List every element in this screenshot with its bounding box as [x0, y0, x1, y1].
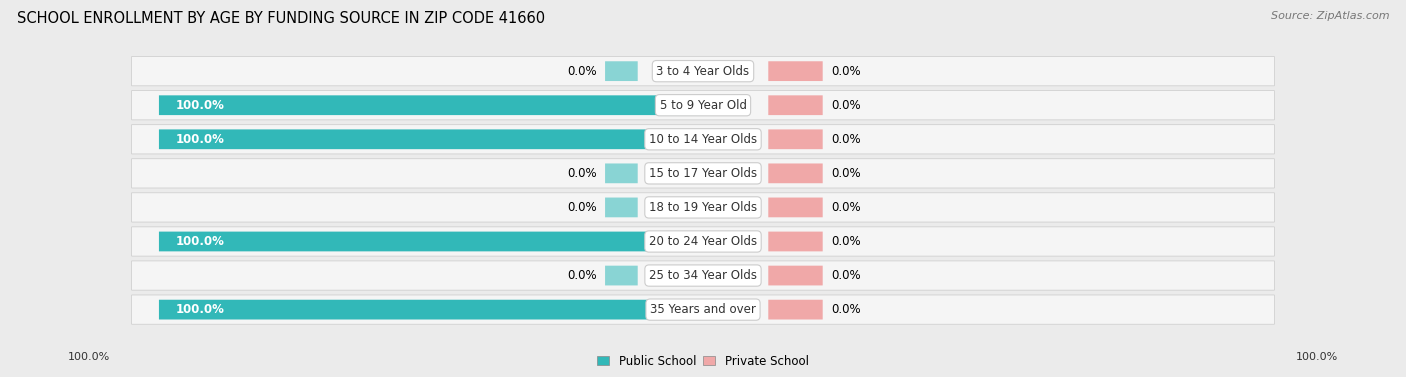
- Text: 18 to 19 Year Olds: 18 to 19 Year Olds: [650, 201, 756, 214]
- FancyBboxPatch shape: [768, 95, 823, 115]
- FancyBboxPatch shape: [768, 231, 823, 251]
- FancyBboxPatch shape: [132, 261, 1274, 290]
- FancyBboxPatch shape: [132, 159, 1274, 188]
- Text: 0.0%: 0.0%: [831, 201, 860, 214]
- Text: Source: ZipAtlas.com: Source: ZipAtlas.com: [1271, 11, 1389, 21]
- FancyBboxPatch shape: [159, 129, 703, 149]
- Text: 20 to 24 Year Olds: 20 to 24 Year Olds: [650, 235, 756, 248]
- Text: 35 Years and over: 35 Years and over: [650, 303, 756, 316]
- Text: 0.0%: 0.0%: [567, 269, 598, 282]
- Text: 0.0%: 0.0%: [831, 99, 860, 112]
- Text: 0.0%: 0.0%: [567, 64, 598, 78]
- FancyBboxPatch shape: [768, 198, 823, 217]
- FancyBboxPatch shape: [605, 198, 638, 217]
- Text: 0.0%: 0.0%: [831, 269, 860, 282]
- FancyBboxPatch shape: [159, 231, 703, 251]
- Text: 0.0%: 0.0%: [831, 167, 860, 180]
- Text: 0.0%: 0.0%: [831, 64, 860, 78]
- Text: 15 to 17 Year Olds: 15 to 17 Year Olds: [650, 167, 756, 180]
- Text: 0.0%: 0.0%: [831, 133, 860, 146]
- FancyBboxPatch shape: [605, 61, 638, 81]
- Text: 100.0%: 100.0%: [176, 235, 224, 248]
- Text: 0.0%: 0.0%: [567, 167, 598, 180]
- FancyBboxPatch shape: [605, 164, 638, 183]
- FancyBboxPatch shape: [159, 300, 703, 319]
- Text: 0.0%: 0.0%: [567, 201, 598, 214]
- Text: SCHOOL ENROLLMENT BY AGE BY FUNDING SOURCE IN ZIP CODE 41660: SCHOOL ENROLLMENT BY AGE BY FUNDING SOUR…: [17, 11, 546, 26]
- FancyBboxPatch shape: [768, 164, 823, 183]
- Text: 5 to 9 Year Old: 5 to 9 Year Old: [659, 99, 747, 112]
- Text: 100.0%: 100.0%: [176, 303, 224, 316]
- Text: 3 to 4 Year Olds: 3 to 4 Year Olds: [657, 64, 749, 78]
- FancyBboxPatch shape: [132, 227, 1274, 256]
- Text: 25 to 34 Year Olds: 25 to 34 Year Olds: [650, 269, 756, 282]
- FancyBboxPatch shape: [605, 266, 638, 285]
- FancyBboxPatch shape: [132, 90, 1274, 120]
- Text: 100.0%: 100.0%: [67, 352, 110, 362]
- FancyBboxPatch shape: [132, 125, 1274, 154]
- FancyBboxPatch shape: [768, 61, 823, 81]
- FancyBboxPatch shape: [768, 129, 823, 149]
- FancyBboxPatch shape: [768, 300, 823, 319]
- FancyBboxPatch shape: [159, 95, 703, 115]
- FancyBboxPatch shape: [132, 57, 1274, 86]
- Text: 100.0%: 100.0%: [176, 133, 224, 146]
- Text: 0.0%: 0.0%: [831, 235, 860, 248]
- Text: 100.0%: 100.0%: [1296, 352, 1339, 362]
- Text: 100.0%: 100.0%: [176, 99, 224, 112]
- Text: 0.0%: 0.0%: [831, 303, 860, 316]
- FancyBboxPatch shape: [132, 193, 1274, 222]
- Text: 10 to 14 Year Olds: 10 to 14 Year Olds: [650, 133, 756, 146]
- Legend: Public School, Private School: Public School, Private School: [593, 351, 813, 371]
- FancyBboxPatch shape: [768, 266, 823, 285]
- FancyBboxPatch shape: [132, 295, 1274, 324]
